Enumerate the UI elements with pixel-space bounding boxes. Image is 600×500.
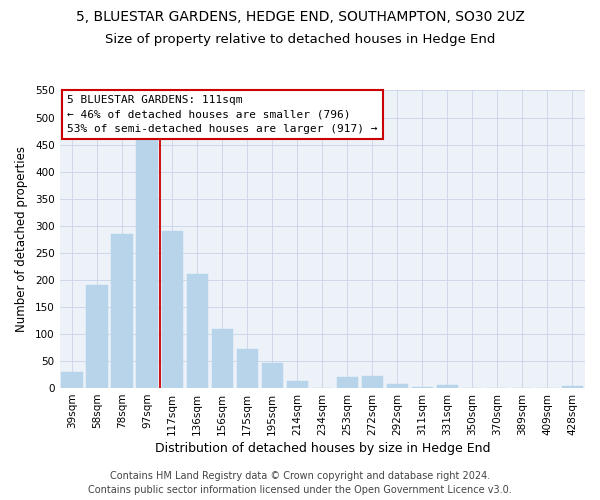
Bar: [212, 328, 233, 388]
Bar: [562, 386, 583, 388]
Bar: [161, 231, 183, 388]
Bar: [61, 372, 83, 388]
Bar: [112, 234, 133, 388]
Bar: [236, 348, 258, 388]
Bar: [262, 363, 283, 388]
Bar: [136, 139, 158, 388]
Text: 5, BLUESTAR GARDENS, HEDGE END, SOUTHAMPTON, SO30 2UZ: 5, BLUESTAR GARDENS, HEDGE END, SOUTHAMP…: [76, 10, 524, 24]
Text: Size of property relative to detached houses in Hedge End: Size of property relative to detached ho…: [105, 32, 495, 46]
Bar: [187, 274, 208, 388]
Bar: [387, 384, 408, 388]
Bar: [86, 286, 108, 388]
Text: Contains HM Land Registry data © Crown copyright and database right 2024.
Contai: Contains HM Land Registry data © Crown c…: [88, 471, 512, 495]
Y-axis label: Number of detached properties: Number of detached properties: [15, 146, 28, 332]
Bar: [362, 376, 383, 388]
X-axis label: Distribution of detached houses by size in Hedge End: Distribution of detached houses by size …: [155, 442, 490, 455]
Bar: [337, 377, 358, 388]
Bar: [412, 387, 433, 388]
Bar: [437, 386, 458, 388]
Bar: [287, 381, 308, 388]
Text: 5 BLUESTAR GARDENS: 111sqm
← 46% of detached houses are smaller (796)
53% of sem: 5 BLUESTAR GARDENS: 111sqm ← 46% of deta…: [67, 95, 378, 134]
